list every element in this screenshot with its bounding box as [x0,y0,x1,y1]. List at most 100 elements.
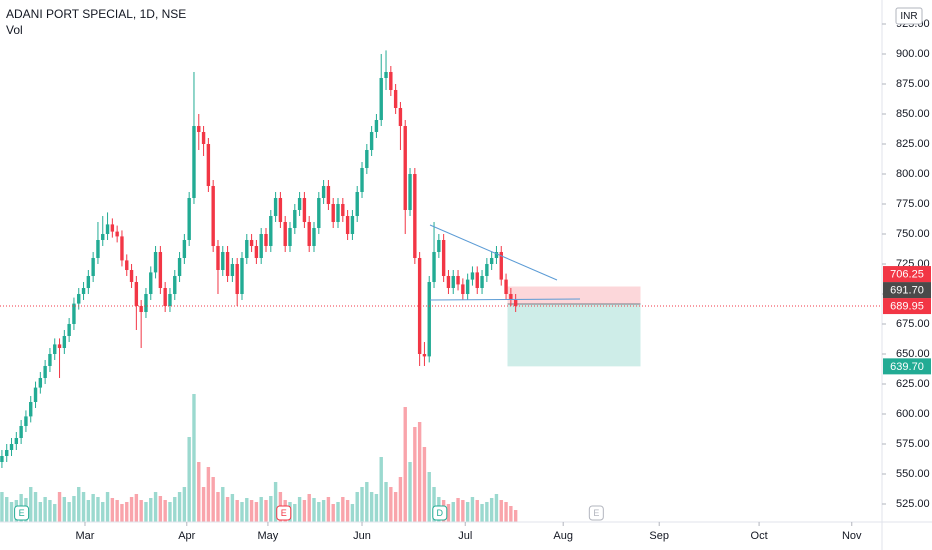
volume-bar [470,497,475,522]
currency-box[interactable] [895,7,923,25]
x-tick-label: Mar [76,530,95,542]
volume-bar [168,502,172,522]
y-tick-label: 650.00 [896,348,930,360]
price-label-box [883,266,931,283]
candle-body [302,198,307,222]
candle-body [297,198,302,210]
candle-body [153,252,158,273]
y-tick-label: 600.00 [896,408,930,420]
volume-bar [307,494,311,522]
volume-bar [5,497,9,522]
volume-bar [297,497,302,522]
volume-bar [273,482,278,522]
volume-bar [81,492,86,522]
volume-bar [125,502,129,522]
event-label: D [437,508,444,518]
volume-bar [153,492,158,522]
candle-body [48,354,52,366]
candle-body [485,264,489,276]
candle-body [235,264,239,294]
volume-bar [379,457,383,522]
volume-bar [139,500,143,522]
candle-body [470,272,475,280]
candle-body [451,276,455,288]
volume-bar [269,496,273,522]
y-tick-label: 900.00 [896,48,930,60]
volume-bar [446,504,451,522]
x-tick-label: Apr [178,530,195,542]
volume-bar [302,500,307,522]
candle-body [509,294,513,300]
candle-body [62,336,67,348]
candle-body [413,174,417,258]
candle-body [0,456,4,462]
candle-body [360,168,364,192]
volume-bar [499,500,503,522]
volume-bar [230,494,235,522]
candle-body [379,78,383,120]
volume-bar [53,504,57,522]
volume-bar [345,500,350,522]
candle-body [129,270,134,282]
candle-body [115,231,119,237]
candle-body [72,303,76,324]
candle-body [173,276,177,294]
currency-label[interactable]: INR [900,11,917,22]
volume-bar [312,498,316,522]
candle-body [158,252,163,288]
candle-body [499,252,503,280]
volume-bar [293,504,297,522]
price-label-box [883,298,931,315]
candle-body [225,252,230,276]
candle-body [163,288,167,306]
volume-bar [504,502,508,522]
candle-body [96,240,100,258]
volume-bar [158,496,163,522]
candle-body [475,272,479,288]
volume-bar [422,447,427,522]
y-tick-label: 550.00 [896,468,930,480]
candle-body [259,234,263,258]
volume-bar [398,477,403,522]
volume-bar [384,482,388,522]
volume-bar [461,500,465,522]
volume-bar [235,500,239,522]
volume-bar [494,494,499,522]
volume-bar [331,504,335,522]
x-tick-label: Oct [751,530,768,542]
candle-body [57,344,62,348]
candle-body [369,132,374,150]
candle-body [269,216,273,246]
x-tick-label: Aug [553,530,573,542]
candle-body [389,72,393,90]
volume-bar [480,504,484,522]
candle-body [273,198,278,216]
candle-body [33,387,38,402]
x-tick-label: Jul [458,530,472,542]
candle-body [437,240,441,252]
y-tick-label: 625.00 [896,378,930,390]
candle-body [384,72,388,78]
candle-body [201,132,206,144]
candle-body [365,150,369,168]
volume-bar [369,492,374,522]
event-badge [432,505,448,521]
volume-bar [149,498,153,522]
candle-body [422,354,427,357]
price-label: 689.95 [890,300,924,312]
x-tick-label: Nov [842,530,862,542]
volume-bar [221,487,225,522]
volume-bar [513,510,518,522]
volume-bar [134,494,139,522]
candle-body [350,216,355,234]
volume-bar [374,494,379,522]
candle-body [403,126,407,210]
y-tick-label: 825.00 [896,138,930,150]
volume-bar [129,497,134,522]
event-label: E [19,508,25,518]
candle-body [101,234,105,240]
volume-bar [475,500,479,522]
x-tick-label: May [258,530,279,542]
volume-bar [403,407,407,522]
